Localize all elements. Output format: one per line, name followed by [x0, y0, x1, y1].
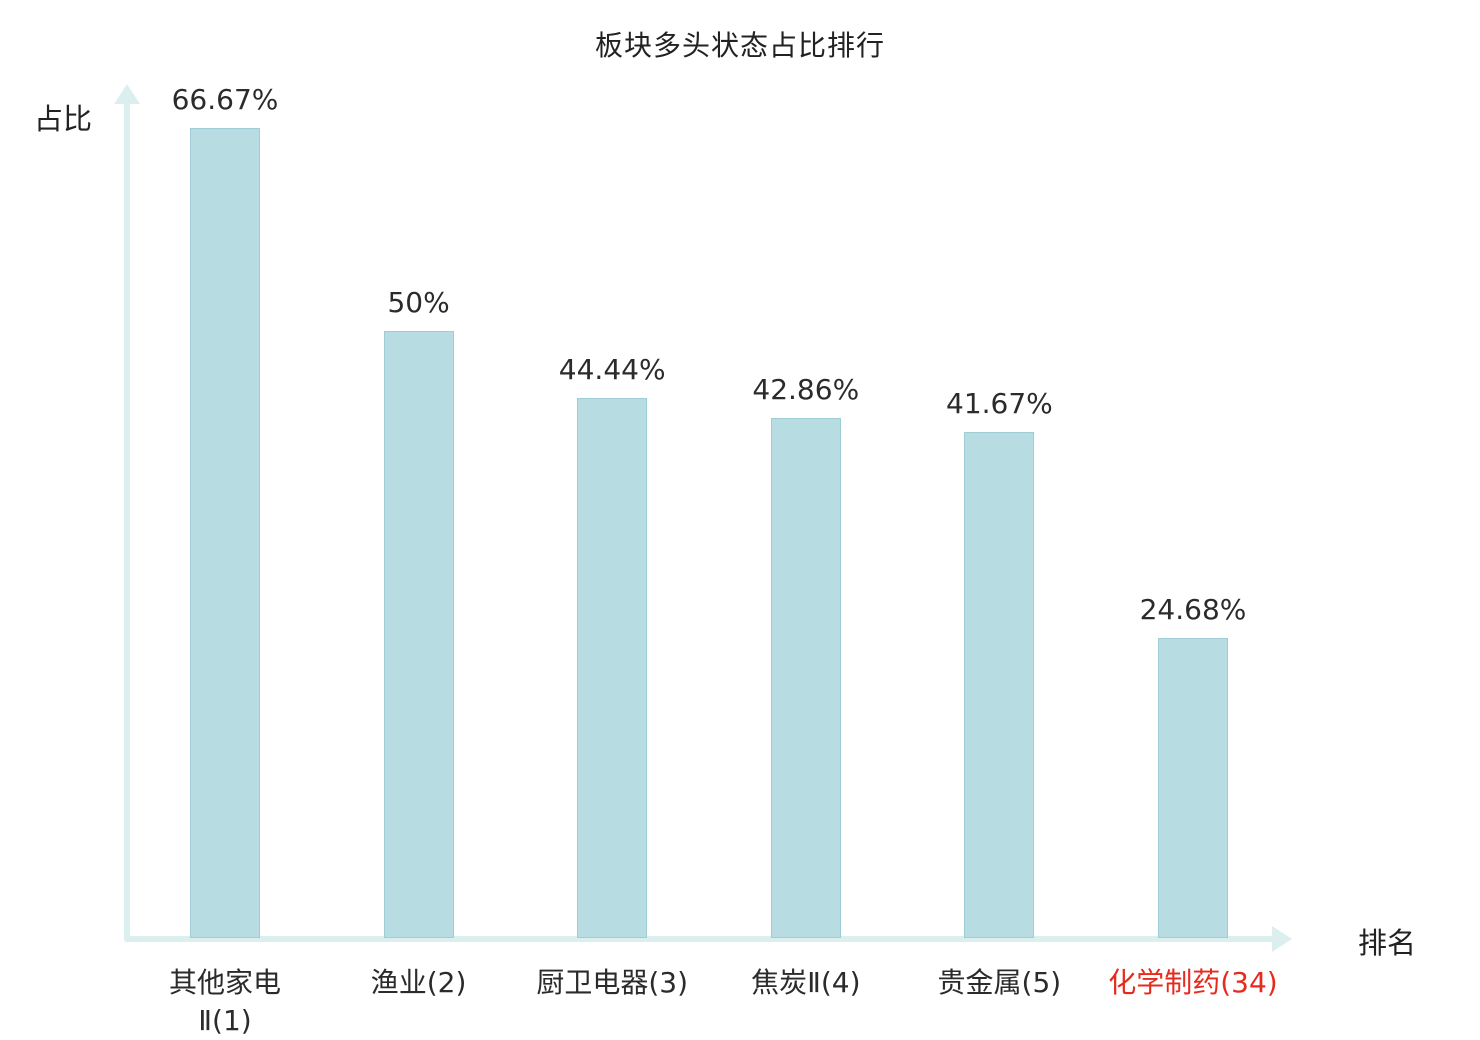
y-axis-line [124, 100, 130, 942]
bar [964, 432, 1035, 938]
y-axis-arrow-icon [114, 84, 140, 104]
category-label: 贵金属(5) [937, 966, 1062, 999]
bar [577, 398, 648, 938]
category-label: 厨卫电器(3) [536, 966, 689, 999]
x-axis-arrow-icon [1272, 926, 1292, 952]
category-label: 其他家电 Ⅱ(1) [168, 966, 281, 1037]
category-label: 焦炭Ⅱ(4) [751, 966, 861, 999]
x-axis-line [124, 936, 1276, 942]
y-axis-label: 占比 [34, 102, 93, 136]
bar-value-label: 42.86% [752, 373, 860, 406]
x-axis-label: 排名 [1358, 926, 1417, 960]
bar [383, 331, 454, 938]
chart-title: 板块多头状态占比排行 [594, 29, 885, 62]
bar-value-label: 24.68% [1139, 593, 1247, 626]
bar-value-label: 50% [387, 286, 450, 319]
bar [190, 128, 260, 938]
bar-value-label: 66.67% [171, 83, 279, 116]
bar [1158, 638, 1228, 938]
bar [770, 418, 841, 938]
bar-value-label: 44.44% [558, 353, 666, 386]
bar-value-label: 41.67% [946, 387, 1053, 420]
category-label: 渔业(2) [370, 966, 467, 999]
category-label: 化学制药(34) [1108, 966, 1278, 999]
plot-area: 66.67% 其他家电 Ⅱ(1) 50% 渔业(2) 44.44% 厨卫电器(3) 42.8… [130, 0, 1330, 1040]
